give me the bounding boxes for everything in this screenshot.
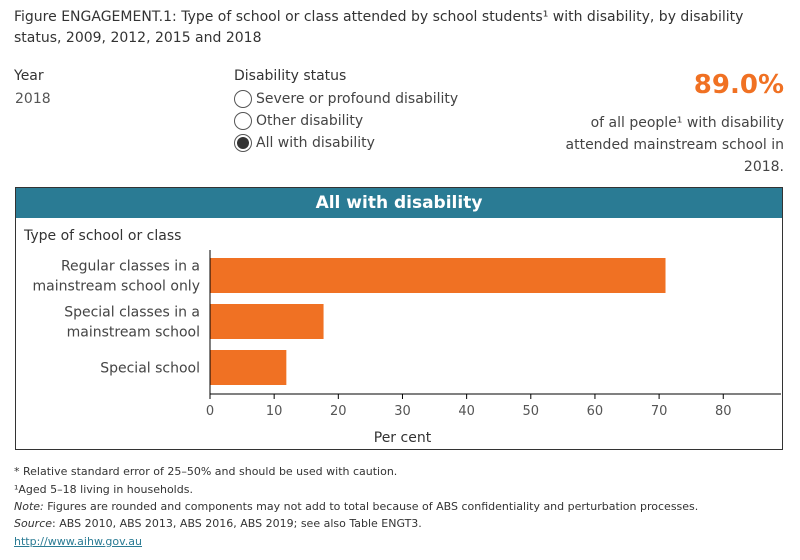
callout-text: of all people¹ with disability attended … (565, 115, 784, 175)
disability-status-radio-group: Severe or profound disability Other disa… (234, 88, 458, 154)
x-tick-label: 70 (651, 404, 668, 419)
x-tick-label: 20 (330, 404, 347, 419)
footnote-note: Note: Figures are rounded and components… (14, 500, 698, 513)
chart-header: All with disability (16, 188, 782, 218)
bar-chart: Type of school or class Regular classes i… (23, 228, 781, 446)
radio-label: Severe or profound disability (256, 91, 459, 107)
year-label: Year (14, 68, 44, 84)
bar (210, 350, 287, 385)
x-tick-label: 40 (458, 404, 475, 419)
x-tick-label: 80 (715, 404, 732, 419)
category-label: Regular classes in a (61, 259, 200, 275)
radio-label: All with disability (256, 135, 375, 151)
figure-title: Figure ENGAGEMENT.1: Type of school or c… (14, 9, 744, 46)
radio-selected-icon (234, 134, 252, 152)
x-axis-title: Per cent (374, 430, 432, 446)
x-tick-label: 60 (587, 404, 604, 419)
source-text: : ABS 2010, ABS 2013, ABS 2016, ABS 2019… (52, 517, 422, 530)
radio-other-disability[interactable]: Other disability (234, 110, 458, 132)
x-tick-label: 0 (206, 404, 214, 419)
category-label: mainstream school only (33, 279, 200, 295)
x-tick-label: 30 (394, 404, 411, 419)
radio-circle-icon (234, 90, 252, 108)
x-tick-label: 50 (523, 404, 540, 419)
bar (210, 258, 666, 293)
year-value[interactable]: 2018 (15, 91, 51, 107)
note-text: Figures are rounded and components may n… (43, 500, 699, 513)
bar (210, 304, 324, 339)
footnote-aged: ¹Aged 5–18 living in households. (14, 483, 193, 496)
aihw-link[interactable]: http://www.aihw.gov.au (14, 535, 143, 548)
category-label: Special school (100, 361, 200, 377)
category-label: mainstream school (67, 325, 200, 341)
chart-panel: All with disability Type of school or cl… (15, 187, 783, 450)
radio-severe-or-profound[interactable]: Severe or profound disability (234, 88, 458, 110)
radio-label: Other disability (256, 113, 364, 129)
source-label: Source (14, 517, 53, 530)
footnote-source: Source: ABS 2010, ABS 2013, ABS 2016, AB… (14, 517, 422, 530)
radio-all-with-disability[interactable]: All with disability (234, 132, 458, 154)
note-label: Note: (14, 500, 44, 513)
disability-status-label: Disability status (234, 68, 347, 84)
radio-circle-icon (234, 112, 252, 130)
callout-value: 89.0% (693, 70, 784, 100)
category-axis-title: Type of school or class (23, 228, 181, 244)
x-tick-label: 10 (266, 404, 283, 419)
category-label: Special classes in a (64, 305, 200, 321)
footnote-rse: * Relative standard error of 25–50% and … (14, 465, 398, 478)
